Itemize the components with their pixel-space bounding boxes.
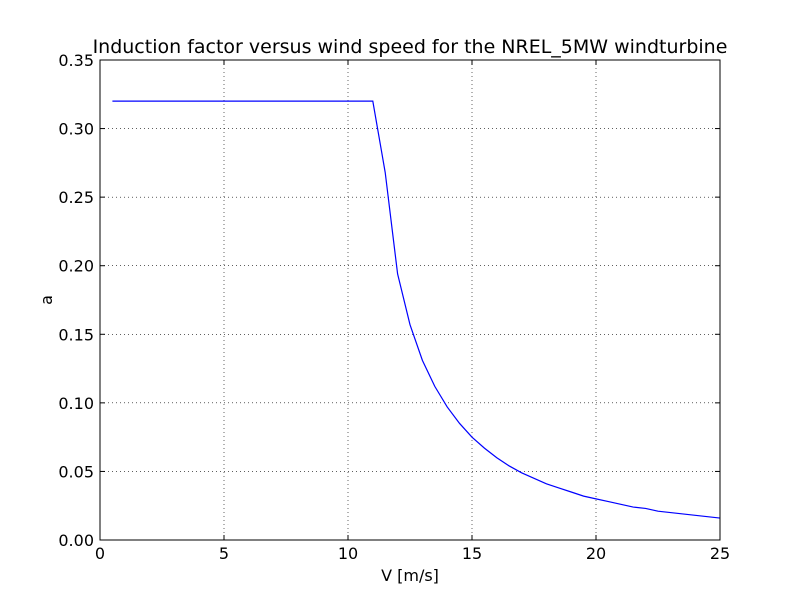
y-tick-label: 0.20: [58, 257, 94, 276]
y-axis-label: a: [37, 295, 56, 305]
chart-title: Induction factor versus wind speed for t…: [93, 36, 728, 58]
ticks: 0 5 10 15 20 25 0.00 0.05 0.10 0.15 0.20 0.25 0.30 0.…: [58, 51, 730, 563]
series-layer: [112, 100, 721, 519]
y-tick-label: 0.35: [58, 51, 94, 70]
y-tick-label: 0.30: [58, 120, 94, 139]
x-tick-label: 15: [462, 544, 482, 563]
x-tick-label: 25: [710, 544, 730, 563]
x-tick-label: 20: [586, 544, 606, 563]
y-tick-label: 0.05: [58, 462, 94, 481]
x-tick-label: 0: [95, 544, 105, 563]
grid-lines: [100, 60, 720, 540]
y-tick-label: 0.25: [58, 188, 94, 207]
x-tick-label: 10: [338, 544, 358, 563]
y-tick-label: 0.10: [58, 394, 94, 413]
x-tick-label: 5: [219, 544, 229, 563]
series-line: [112, 100, 721, 519]
y-tick-label: 0.00: [58, 531, 94, 550]
x-axis-label: V [m/s]: [381, 566, 439, 585]
y-tick-label: 0.15: [58, 325, 94, 344]
plot-frame: [99, 59, 721, 541]
